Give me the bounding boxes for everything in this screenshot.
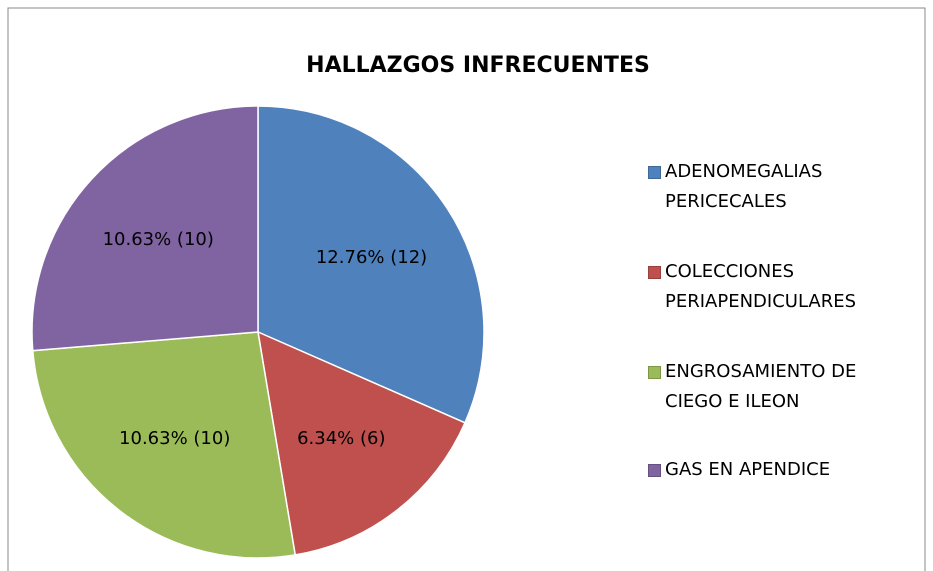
chart-title: HALLAZGOS INFRECUENTES <box>306 53 650 78</box>
data-label: 10.63% (10) <box>119 428 230 449</box>
legend-swatch <box>648 266 661 279</box>
legend-entry: COLECCIONES PERIAPENDICULARES <box>648 257 910 317</box>
data-label: 6.34% (6) <box>297 428 385 449</box>
legend-swatch <box>648 464 661 477</box>
pie-slice <box>31 331 297 559</box>
legend-label: ENGROSAMIENTO DE CIEGO E ILEON <box>665 361 857 412</box>
legend-label: COLECCIONES PERIAPENDICULARES <box>665 261 857 312</box>
legend-label: GAS EN APENDICE <box>665 459 831 480</box>
legend-entry: ADENOMEGALIAS PERICECALES <box>648 157 910 217</box>
chart-frame <box>7 7 926 571</box>
legend-entry: GAS EN APENDICE <box>648 455 910 485</box>
pie-slice <box>257 105 485 424</box>
pie-slice <box>257 330 466 556</box>
legend-label: ADENOMEGALIAS PERICECALES <box>665 161 823 212</box>
data-label: 10.63% (10) <box>103 229 214 250</box>
legend-swatch <box>648 366 661 379</box>
legend-swatch <box>648 166 661 179</box>
legend-entry: ENGROSAMIENTO DE CIEGO E ILEON <box>648 357 910 417</box>
pie-slice <box>31 105 259 352</box>
data-label: 12.76% (12) <box>316 247 427 268</box>
